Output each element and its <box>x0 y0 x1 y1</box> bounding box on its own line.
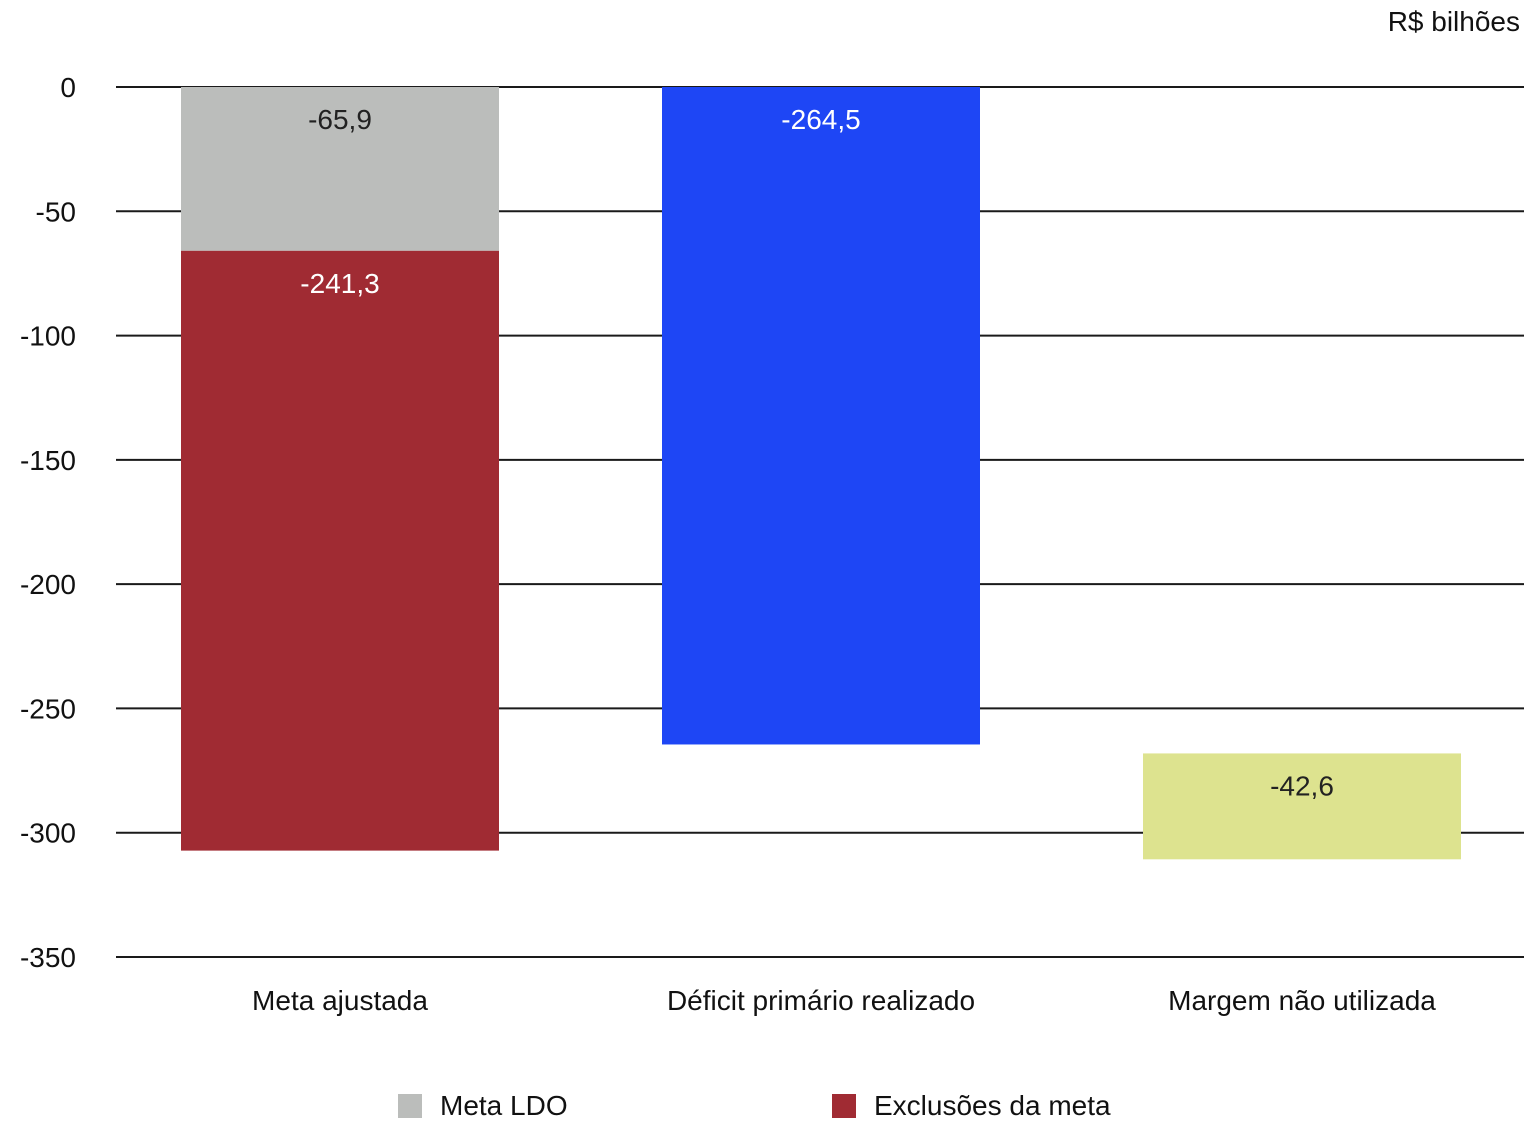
y-tick-label: -150 <box>20 445 76 476</box>
unit-label: R$ bilhões <box>1387 6 1520 37</box>
data-labels: -65,9 -241,3 -264,5 -42,6 <box>300 104 1334 801</box>
data-label: -65,9 <box>308 104 372 135</box>
category-label: Margem não utilizada <box>1168 985 1436 1016</box>
category-label: Meta ajustada <box>252 985 428 1016</box>
y-tick-labels: 0 -50 -100 -150 -200 -250 -300 -350 <box>20 72 76 973</box>
y-tick-label: -350 <box>20 942 76 973</box>
bar-segment <box>662 87 980 745</box>
legend-label-exclusoes: Exclusões da meta <box>874 1090 1111 1121</box>
legend-item-exclusoes: Exclusões da meta <box>832 1088 1111 1124</box>
bar-segment <box>181 87 499 251</box>
legend-swatch-exclusoes <box>832 1094 856 1118</box>
bars <box>181 87 1461 860</box>
data-label: -42,6 <box>1270 770 1334 801</box>
y-tick-label: -300 <box>20 818 76 849</box>
y-tick-label: -200 <box>20 569 76 600</box>
y-tick-label: -100 <box>20 321 76 352</box>
y-tick-label: -50 <box>36 196 76 227</box>
legend: Meta LDO Exclusões da meta <box>0 1088 1524 1124</box>
bar-segment <box>1143 753 1461 860</box>
category-labels: Meta ajustada Déficit primário realizado M… <box>252 985 1436 1016</box>
legend-label-meta-ldo: Meta LDO <box>440 1090 568 1121</box>
data-label: -264,5 <box>781 104 860 135</box>
waterfall-chart: 0 -50 -100 -150 -200 -250 -300 -350 -65,9 -241,3… <box>20 72 1524 1016</box>
data-label: -241,3 <box>300 268 379 299</box>
legend-item-meta-ldo: Meta LDO <box>398 1088 568 1124</box>
y-tick-label: -250 <box>20 693 76 724</box>
y-tick-label: 0 <box>60 72 76 103</box>
category-label: Déficit primário realizado <box>667 985 975 1016</box>
legend-swatch-meta-ldo <box>398 1094 422 1118</box>
bar-segment <box>181 250 499 851</box>
